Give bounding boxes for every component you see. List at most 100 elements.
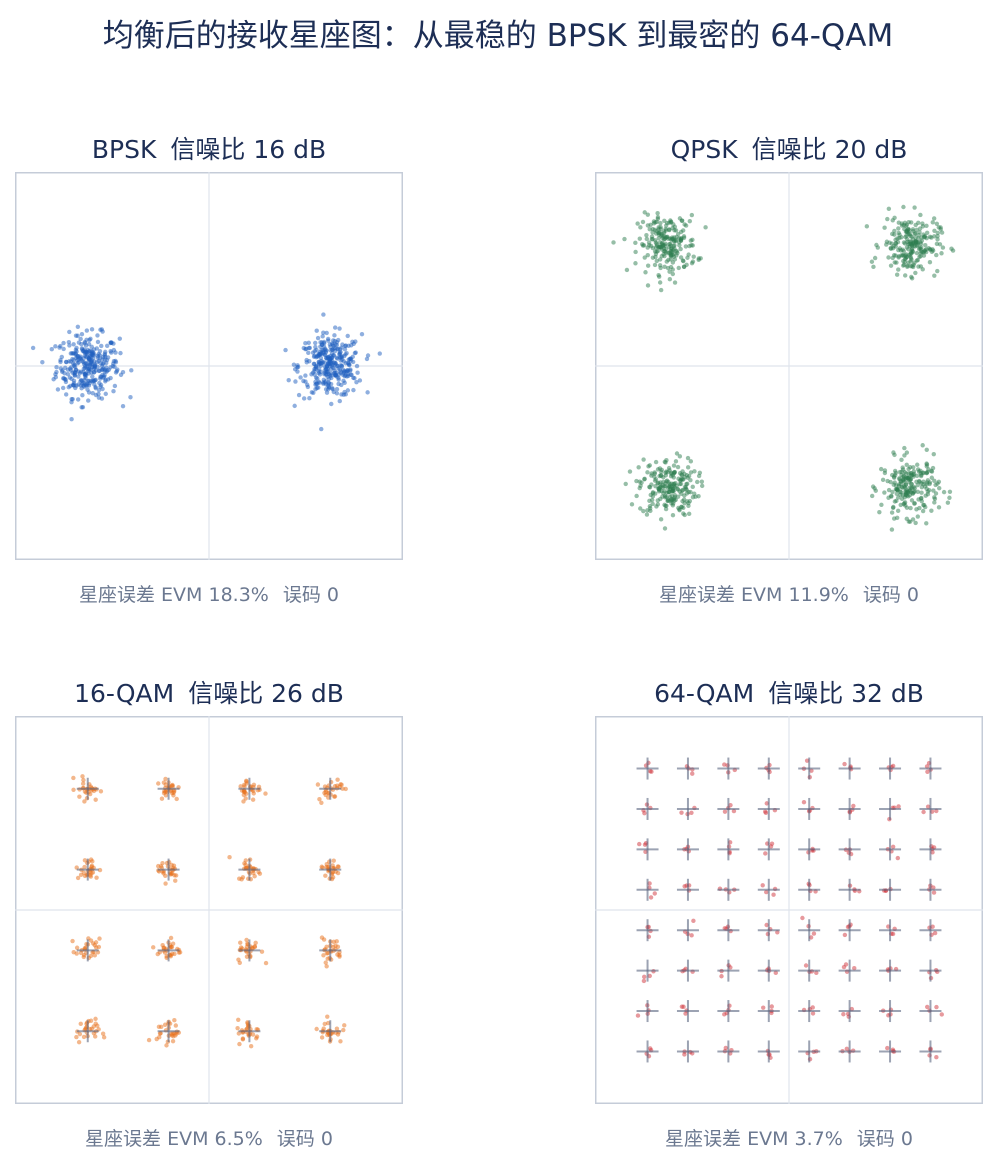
received-point xyxy=(76,340,82,345)
received-point xyxy=(661,479,666,485)
received-point xyxy=(664,259,669,264)
received-point xyxy=(93,1034,98,1039)
received-point xyxy=(85,378,91,384)
received-point xyxy=(918,212,923,218)
received-point xyxy=(935,233,940,239)
received-point xyxy=(896,804,901,809)
received-point xyxy=(647,498,652,504)
received-point xyxy=(685,475,690,480)
ideal-point-marker xyxy=(717,838,740,861)
received-point xyxy=(690,259,696,264)
received-point xyxy=(902,256,908,262)
received-point xyxy=(238,784,243,789)
modulation-label: 64-QAM xyxy=(654,679,755,708)
received-point xyxy=(99,363,105,369)
received-point xyxy=(87,348,93,354)
received-point xyxy=(163,776,168,782)
ideal-point-marker xyxy=(676,959,699,982)
received-point xyxy=(248,1044,254,1049)
received-point xyxy=(925,489,931,494)
received-point xyxy=(915,489,921,495)
received-point xyxy=(674,451,680,456)
received-point xyxy=(842,932,848,938)
received-point xyxy=(648,492,653,498)
received-point xyxy=(243,796,248,801)
received-point xyxy=(235,1025,240,1031)
received-point xyxy=(114,369,120,374)
received-point xyxy=(54,369,59,375)
ideal-point-marker xyxy=(879,757,902,780)
received-point xyxy=(803,963,809,968)
received-point xyxy=(377,351,382,356)
received-point xyxy=(901,473,906,479)
received-point xyxy=(650,237,655,242)
received-point xyxy=(647,484,652,490)
received-point xyxy=(90,379,95,384)
received-point xyxy=(924,223,929,229)
ideal-point-marker xyxy=(319,777,342,800)
received-point xyxy=(915,467,921,472)
received-point xyxy=(886,255,891,260)
received-point xyxy=(894,491,899,496)
received-point xyxy=(168,954,174,959)
received-point xyxy=(75,361,80,366)
received-point xyxy=(941,489,947,495)
ideal-point-marker xyxy=(676,1000,699,1023)
received-point xyxy=(842,761,847,767)
received-point xyxy=(678,255,684,260)
ideal-point-marker xyxy=(919,838,942,861)
received-point xyxy=(670,487,676,492)
received-point xyxy=(665,265,671,271)
ideal-point-marker xyxy=(319,1020,342,1043)
received-point xyxy=(645,470,650,475)
received-point xyxy=(915,462,920,467)
received-point xyxy=(259,949,265,954)
received-point xyxy=(118,350,123,356)
received-point xyxy=(74,951,79,956)
received-point xyxy=(691,254,696,259)
ideal-point-marker xyxy=(879,1000,902,1023)
ideal-point-marker xyxy=(798,959,821,982)
received-point xyxy=(901,204,906,210)
received-point xyxy=(79,369,84,374)
received-point xyxy=(354,380,359,385)
received-point xyxy=(924,521,929,526)
received-point xyxy=(62,365,68,370)
received-point xyxy=(667,269,672,274)
received-point xyxy=(250,1032,256,1037)
received-point xyxy=(113,359,119,365)
received-point xyxy=(90,374,95,379)
received-point xyxy=(648,243,654,249)
received-point xyxy=(900,485,905,490)
received-point xyxy=(89,344,94,349)
received-point xyxy=(909,276,915,281)
received-point xyxy=(170,871,175,876)
received-point xyxy=(338,1039,343,1044)
received-point xyxy=(684,491,690,496)
received-point xyxy=(155,951,160,957)
received-point xyxy=(77,1031,83,1037)
received-point xyxy=(895,855,901,861)
received-point xyxy=(90,350,96,355)
received-point xyxy=(672,228,677,233)
received-point xyxy=(637,841,642,847)
received-point xyxy=(337,954,342,959)
received-point xyxy=(681,234,687,239)
received-point xyxy=(633,249,638,255)
received-point xyxy=(642,974,647,980)
bit-error-label: 误码 0 xyxy=(856,1128,913,1150)
received-point xyxy=(934,241,940,247)
received-point xyxy=(170,1031,175,1036)
received-points xyxy=(611,204,956,532)
received-point xyxy=(902,501,907,506)
received-point xyxy=(659,488,664,494)
received-point xyxy=(120,403,126,409)
received-point xyxy=(917,505,922,511)
ideal-point-marker xyxy=(157,1020,180,1043)
received-point xyxy=(669,235,675,240)
received-point xyxy=(323,379,328,384)
received-point xyxy=(885,1045,890,1051)
received-point xyxy=(929,468,934,474)
received-point xyxy=(60,368,65,373)
received-point xyxy=(695,479,700,485)
